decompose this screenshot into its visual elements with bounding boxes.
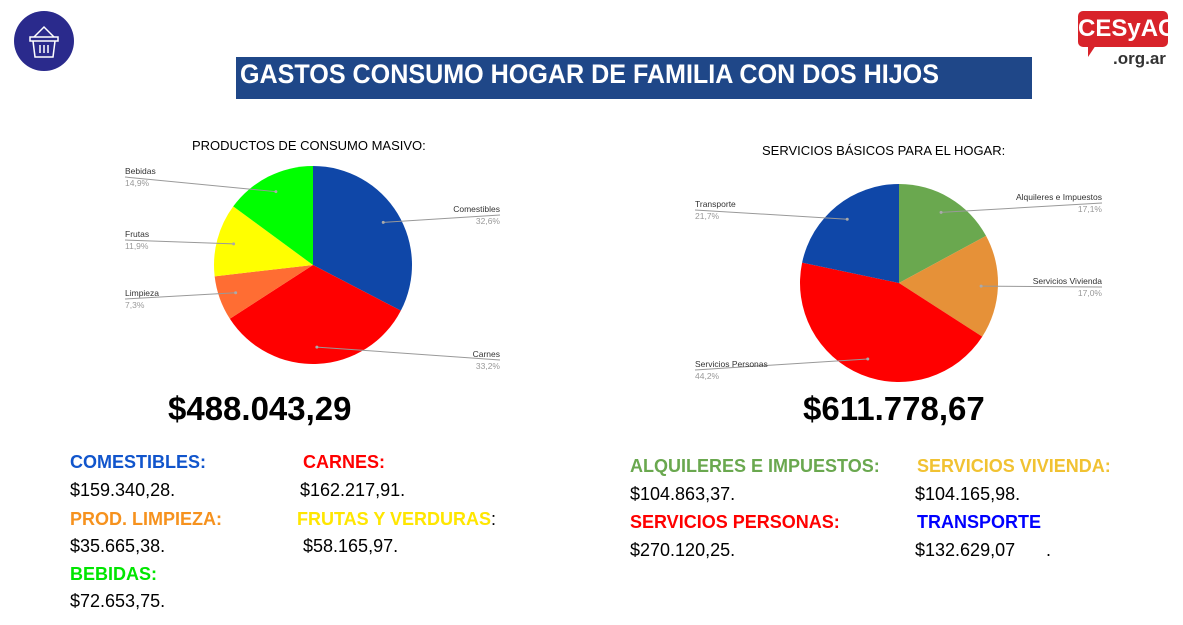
leader-line xyxy=(124,239,234,245)
leader-line xyxy=(124,176,276,193)
category-label: FRUTAS Y VERDURAS: xyxy=(297,509,497,529)
suffix: : xyxy=(491,509,497,529)
category-label: COMESTIBLES: xyxy=(70,452,207,472)
leader-dot xyxy=(381,220,385,224)
leader-line xyxy=(941,202,1103,213)
slice-label: Servicios Vivienda xyxy=(1033,276,1103,286)
category-value: $104.165,98. xyxy=(915,484,1021,504)
pie-slice xyxy=(899,184,987,283)
slice-label: Limpieza xyxy=(125,288,159,298)
slice-percent: 44,2% xyxy=(695,371,720,381)
pie-slice xyxy=(233,166,313,265)
slice-percent: 17,0% xyxy=(1078,288,1103,298)
logo-tail xyxy=(1088,45,1096,57)
pie-slice xyxy=(799,262,983,383)
slice-percent: 17,1% xyxy=(1078,204,1103,214)
pie-slice xyxy=(214,206,313,277)
category-value: $35.665,38. xyxy=(70,536,166,556)
category-value: $132.629,07 xyxy=(915,540,1016,560)
category-label: TRANSPORTE xyxy=(917,512,1042,532)
category-value: $159.340,28. xyxy=(70,480,176,500)
pie-slice xyxy=(229,265,401,364)
category-label: BEBIDAS: xyxy=(70,564,158,584)
pie-slice xyxy=(313,166,412,311)
leader-dot xyxy=(845,217,849,221)
slice-percent: 7,3% xyxy=(125,300,145,310)
leader-dot xyxy=(866,357,870,361)
slice-percent: 21,7% xyxy=(695,211,720,221)
cesyac-logo: CESyAC xyxy=(1078,11,1175,47)
basket-icon xyxy=(14,11,74,71)
leader-line xyxy=(316,346,501,361)
chart-title-servicios: SERVICIOS BÁSICOS PARA EL HOGAR: xyxy=(762,143,1006,158)
leader-dot xyxy=(232,242,236,246)
slice-label: Frutas xyxy=(125,229,149,239)
category-label: SERVICIOS VIVIENDA: xyxy=(917,456,1111,476)
total-consumo: $488.043,29 xyxy=(168,390,352,427)
category-label: CARNES: xyxy=(303,452,386,472)
leader-dot xyxy=(274,190,278,194)
slice-label: Carnes xyxy=(473,349,500,359)
leader-line xyxy=(694,358,868,371)
slice-percent: 14,9% xyxy=(125,178,150,188)
leader-line xyxy=(694,209,848,220)
pie-slice xyxy=(802,184,899,283)
total-servicios: $611.778,67 xyxy=(803,390,985,427)
leader-line xyxy=(981,285,1103,288)
slice-label: Bebidas xyxy=(125,166,156,176)
title-banner xyxy=(236,57,1032,99)
pie-slice xyxy=(214,265,313,319)
chart-title-consumo: PRODUCTOS DE CONSUMO MASIVO: xyxy=(192,138,426,153)
slice-label: Alquileres e Impuestos xyxy=(1016,192,1102,202)
suffix: . xyxy=(1046,540,1052,560)
slice-label: Comestibles xyxy=(453,204,500,214)
leader-line xyxy=(383,214,501,223)
category-label: PROD. LIMPIEZA: xyxy=(70,509,222,529)
leader-dot xyxy=(979,284,983,288)
leader-dot xyxy=(939,210,943,214)
slice-label: Servicios Personas xyxy=(695,359,768,369)
slice-percent: 11,9% xyxy=(125,241,149,251)
category-value: $104.863,37. xyxy=(630,484,736,504)
slice-percent: 32,6% xyxy=(476,216,501,226)
category-label: ALQUILERES E IMPUESTOS: xyxy=(630,456,880,476)
category-label: SERVICIOS PERSONAS: xyxy=(630,512,840,532)
category-value: $58.165,97. xyxy=(303,536,399,556)
slice-label: Transporte xyxy=(695,199,736,209)
category-value: $162.217,91. xyxy=(300,480,406,500)
pie-slice xyxy=(899,235,998,337)
leader-dot xyxy=(315,345,319,349)
logo-domain: .org.ar xyxy=(1113,49,1166,68)
leader-line xyxy=(124,292,236,300)
leader-dot xyxy=(234,291,238,295)
category-value: $270.120,25. xyxy=(630,540,736,560)
slice-percent: 33,2% xyxy=(476,361,501,371)
page-title: GASTOS CONSUMO HOGAR DE FAMILIA CON DOS … xyxy=(240,59,939,89)
category-value: $72.653,75. xyxy=(70,591,166,611)
